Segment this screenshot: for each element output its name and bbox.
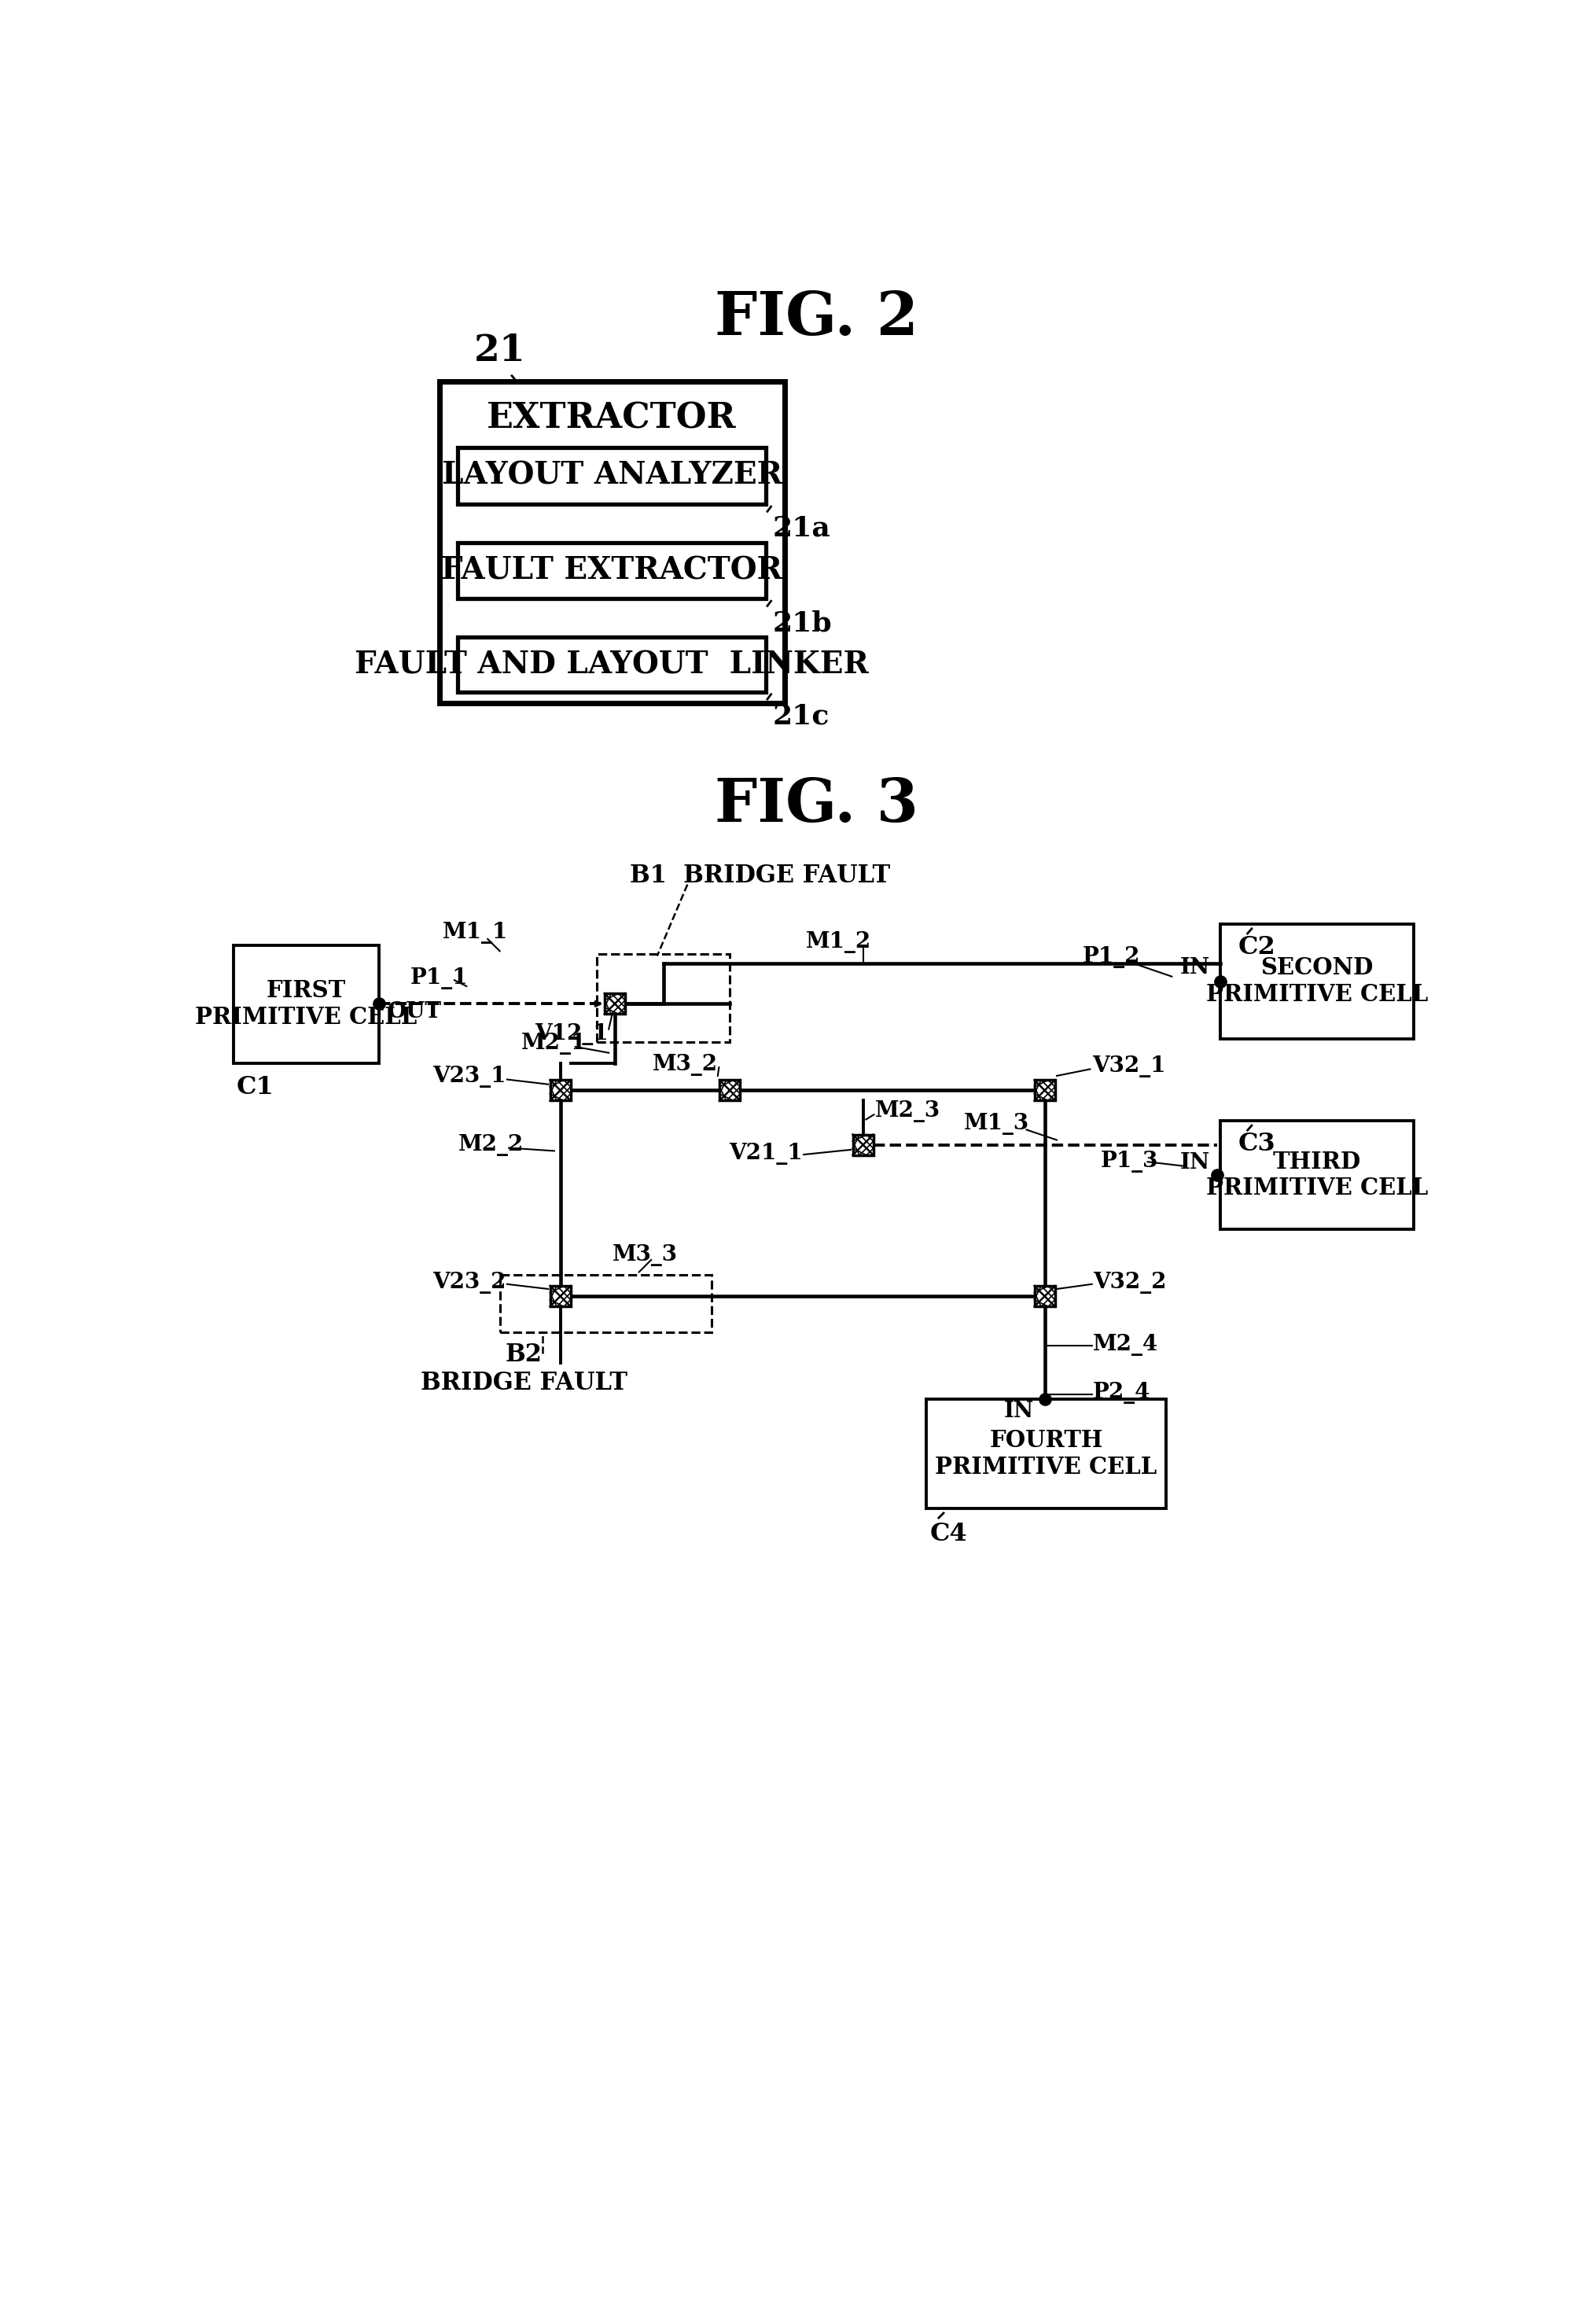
Text: M3_2: M3_2 [653,1053,718,1076]
Text: LAYOUT ANALYZER: LAYOUT ANALYZER [441,460,782,490]
Text: V21_1: V21_1 [730,1143,803,1164]
Text: M2_4: M2_4 [1093,1334,1158,1355]
Text: M1_2: M1_2 [806,932,871,953]
Bar [1220,925,1415,1039]
Bar [1220,1120,1415,1229]
Text: FIRST
PRIMITIVE CELL: FIRST PRIMITIVE CELL [194,978,417,1030]
Text: M1_1: M1_1 [443,923,508,944]
Text: FIG. 3: FIG. 3 [715,776,918,834]
Text: M2_1: M2_1 [521,1032,586,1055]
Text: B1  BRIDGE FAULT: B1 BRIDGE FAULT [629,862,890,888]
Text: C3: C3 [1238,1132,1276,1155]
Text: 21c: 21c [773,702,828,730]
Text: IN: IN [1004,1401,1034,1422]
Text: C4: C4 [930,1522,967,1545]
Text: M2_3: M2_3 [875,1102,940,1122]
Bar [720,1081,741,1102]
Text: IN: IN [1180,957,1209,978]
Text: V23_1: V23_1 [432,1067,507,1088]
Bar [597,955,730,1041]
Text: M1_3: M1_3 [964,1113,1029,1134]
Text: V23_2: V23_2 [432,1271,507,1294]
Text: M3_3: M3_3 [612,1243,677,1267]
Text: 21: 21 [473,332,526,370]
Text: V32_1: V32_1 [1091,1055,1166,1076]
Bar [457,446,766,504]
Bar [1034,1081,1055,1102]
Bar [550,1081,570,1102]
Text: M2_2: M2_2 [457,1134,524,1155]
Bar [852,1134,873,1155]
Text: P2_4: P2_4 [1093,1383,1150,1404]
Text: EXTRACTOR: EXTRACTOR [487,402,736,435]
Text: P1_2: P1_2 [1082,946,1141,969]
Text: THIRD
PRIMITIVE CELL: THIRD PRIMITIVE CELL [1206,1150,1427,1199]
Bar [550,1285,570,1306]
Bar [1034,1285,1055,1306]
Text: FAULT AND LAYOUT  LINKER: FAULT AND LAYOUT LINKER [355,651,868,679]
Bar [604,992,624,1013]
Bar [234,946,379,1062]
Bar [927,1399,1166,1508]
Text: 21b: 21b [773,609,832,637]
Text: P1_3: P1_3 [1101,1150,1158,1174]
Text: V32_2: V32_2 [1093,1271,1166,1294]
Text: SECOND
PRIMITIVE CELL: SECOND PRIMITIVE CELL [1206,957,1427,1006]
Bar [457,541,766,600]
Text: FIG. 2: FIG. 2 [715,288,918,346]
Text: FAULT EXTRACTOR: FAULT EXTRACTOR [441,555,782,586]
Text: C1: C1 [236,1076,274,1099]
Bar [440,381,784,702]
Text: IN: IN [1180,1153,1209,1174]
Text: B2
BRIDGE FAULT: B2 BRIDGE FAULT [421,1343,628,1394]
Text: 21a: 21a [773,516,830,541]
Text: P1_1: P1_1 [411,967,468,990]
Text: OUT: OUT [387,1002,441,1023]
Text: C2: C2 [1238,934,1276,960]
Bar [500,1276,712,1332]
Text: V12_1: V12_1 [535,1023,609,1046]
Text: FOURTH
PRIMITIVE CELL: FOURTH PRIMITIVE CELL [935,1429,1157,1478]
Bar [457,637,766,693]
